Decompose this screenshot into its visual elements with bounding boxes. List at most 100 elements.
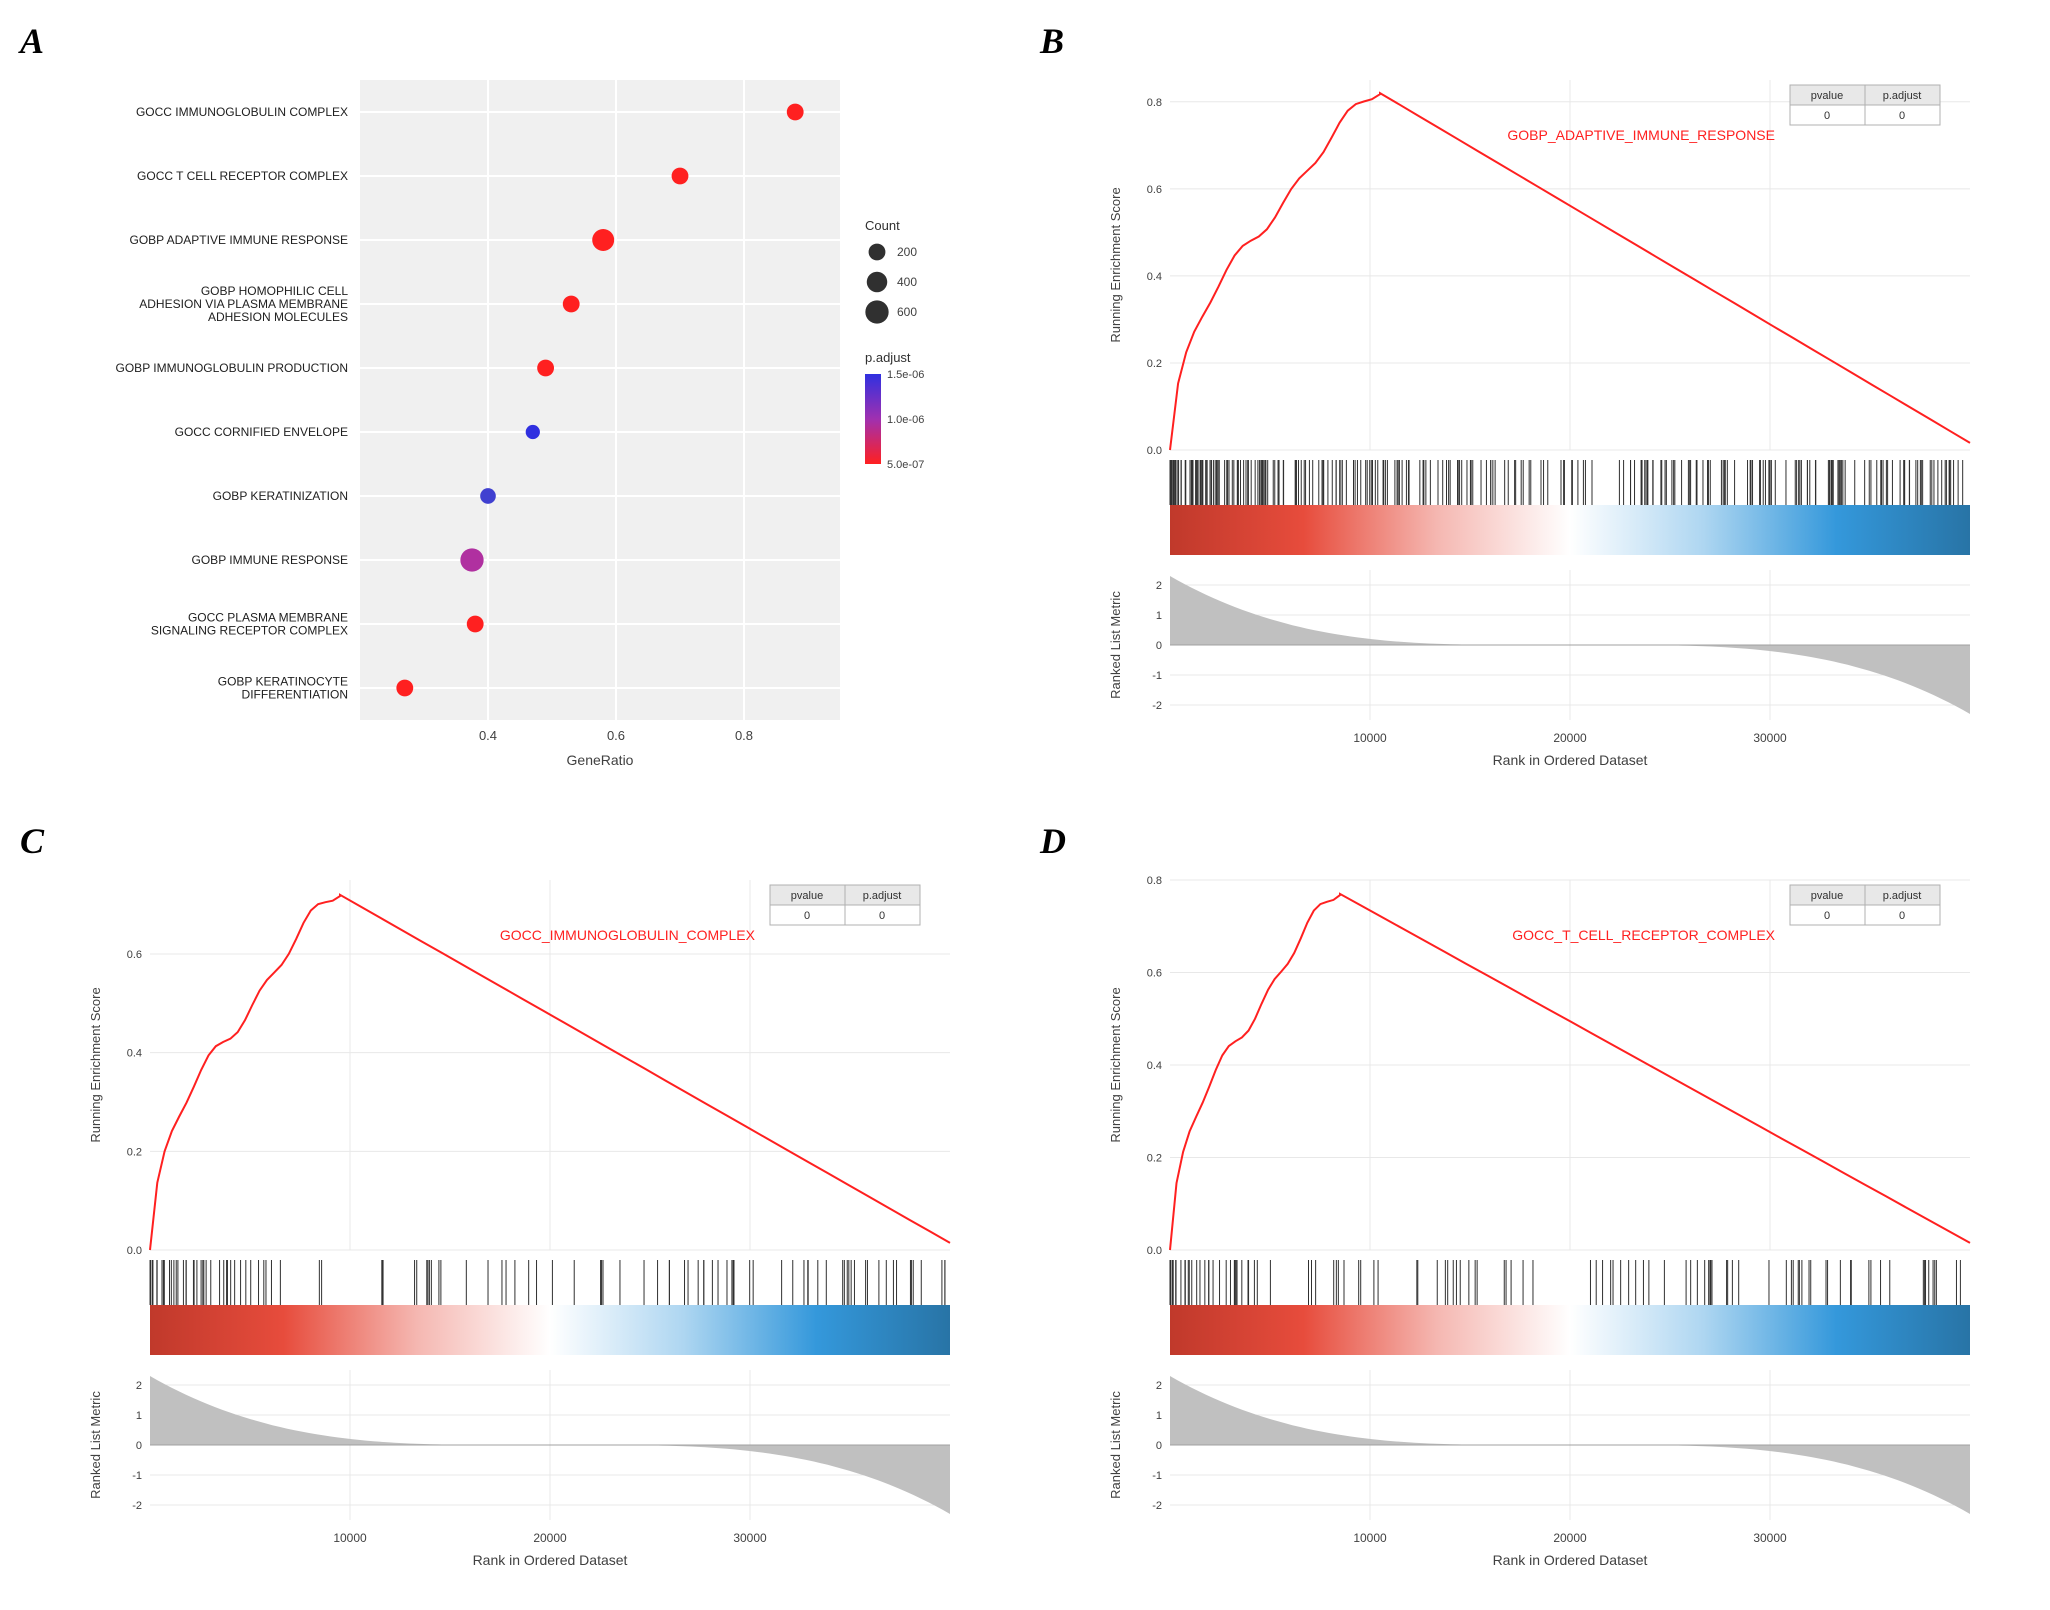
svg-text:Ranked List Metric: Ranked List Metric <box>1108 591 1123 699</box>
svg-text:1.5e-06: 1.5e-06 <box>887 369 924 381</box>
svg-text:GOCC PLASMA MEMBRANE: GOCC PLASMA MEMBRANE <box>188 611 348 625</box>
panel-b: B 0.0 0.2 0.4 0.6 0.8 Running Enrichment Scor… <box>1040 20 2030 790</box>
svg-text:p.adjust: p.adjust <box>863 890 902 902</box>
svg-text:GOBP ADAPTIVE IMMUNE RESPONSE: GOBP ADAPTIVE IMMUNE RESPONSE <box>130 233 349 247</box>
svg-text:pvalue: pvalue <box>791 890 823 902</box>
svg-text:GOCC IMMUNOGLOBULIN COMPLEX: GOCC IMMUNOGLOBULIN COMPLEX <box>136 105 348 119</box>
svg-text:pvalue: pvalue <box>1811 890 1843 902</box>
svg-text:0.4: 0.4 <box>127 1048 142 1060</box>
svg-text:GOBP KERATINIZATION: GOBP KERATINIZATION <box>213 489 348 503</box>
svg-text:0.2: 0.2 <box>1147 1153 1162 1165</box>
panel-d-chart: 0.0 0.2 0.4 0.6 0.8 Running Enrichment Score p… <box>1100 860 2020 1580</box>
svg-text:10000: 10000 <box>1353 731 1387 745</box>
svg-text:0: 0 <box>1156 640 1162 652</box>
svg-text:Ranked List Metric: Ranked List Metric <box>1108 1391 1123 1499</box>
svg-text:GOCC CORNIFIED ENVELOPE: GOCC CORNIFIED ENVELOPE <box>175 425 348 439</box>
svg-text:GOBP IMMUNOGLOBULIN PRODUCTION: GOBP IMMUNOGLOBULIN PRODUCTION <box>116 361 348 375</box>
svg-text:p.adjust: p.adjust <box>865 350 911 365</box>
svg-text:1.0e-06: 1.0e-06 <box>887 414 924 426</box>
svg-text:GOBP IMMUNE RESPONSE: GOBP IMMUNE RESPONSE <box>192 553 348 567</box>
svg-text:0: 0 <box>136 1440 142 1452</box>
svg-text:Running Enrichment Score: Running Enrichment Score <box>88 987 103 1142</box>
svg-text:0.8: 0.8 <box>1147 97 1162 109</box>
panel-b-chart: 0.0 0.2 0.4 0.6 0.8 Running Enrichment Score p… <box>1100 60 2020 780</box>
svg-text:0.6: 0.6 <box>607 728 625 743</box>
svg-text:GOCC T CELL RECEPTOR COMPLEX: GOCC T CELL RECEPTOR COMPLEX <box>137 169 348 183</box>
svg-text:GeneRatio: GeneRatio <box>567 752 634 768</box>
panel-a: A 0.4 0.6 0.8 GeneRatio GOCC IMMUNOGLOBULIN … <box>20 20 1010 790</box>
svg-text:400: 400 <box>897 275 917 289</box>
svg-text:0.2: 0.2 <box>1147 358 1162 370</box>
svg-text:GOBP HOMOPHILIC CELL: GOBP HOMOPHILIC CELL <box>201 284 348 298</box>
svg-text:-1: -1 <box>1152 1470 1162 1482</box>
svg-text:DIFFERENTIATION: DIFFERENTIATION <box>242 688 348 702</box>
svg-text:10000: 10000 <box>1353 1531 1387 1545</box>
panel-d-label: D <box>1040 820 1066 862</box>
svg-text:1: 1 <box>1156 610 1162 622</box>
svg-text:30000: 30000 <box>1753 1531 1787 1545</box>
svg-text:Running Enrichment Score: Running Enrichment Score <box>1108 987 1123 1142</box>
svg-text:SIGNALING RECEPTOR COMPLEX: SIGNALING RECEPTOR COMPLEX <box>151 624 348 638</box>
svg-text:p.adjust: p.adjust <box>1883 890 1922 902</box>
panel-a-label: A <box>20 20 44 62</box>
svg-text:-2: -2 <box>1152 700 1162 712</box>
svg-text:1: 1 <box>1156 1410 1162 1422</box>
svg-text:20000: 20000 <box>1553 1531 1587 1545</box>
svg-text:0.4: 0.4 <box>479 728 497 743</box>
svg-text:Running Enrichment Score: Running Enrichment Score <box>1108 187 1123 342</box>
svg-text:0: 0 <box>1899 110 1905 122</box>
svg-text:0.2: 0.2 <box>127 1146 142 1158</box>
svg-text:200: 200 <box>897 245 917 259</box>
panel-b-label: B <box>1040 20 1064 62</box>
svg-text:600: 600 <box>897 305 917 319</box>
svg-text:p.adjust: p.adjust <box>1883 90 1922 102</box>
svg-text:-1: -1 <box>1152 670 1162 682</box>
svg-text:30000: 30000 <box>1753 731 1787 745</box>
svg-text:2: 2 <box>136 1380 142 1392</box>
svg-text:0.0: 0.0 <box>1147 445 1162 457</box>
svg-text:0.4: 0.4 <box>1147 1060 1162 1072</box>
svg-text:-2: -2 <box>132 1500 142 1512</box>
svg-text:1: 1 <box>136 1410 142 1422</box>
svg-text:Rank in Ordered Dataset: Rank in Ordered Dataset <box>473 1552 628 1568</box>
svg-text:0.6: 0.6 <box>1147 184 1162 196</box>
panel-d: D 0.0 0.2 0.4 0.6 0.8 Running Enrichment Scor… <box>1040 820 2030 1590</box>
svg-text:0.0: 0.0 <box>127 1245 142 1257</box>
svg-text:2: 2 <box>1156 1380 1162 1392</box>
svg-text:Rank in Ordered Dataset: Rank in Ordered Dataset <box>1493 1552 1648 1568</box>
svg-text:Ranked List Metric: Ranked List Metric <box>88 1391 103 1499</box>
svg-text:0.6: 0.6 <box>127 949 142 961</box>
svg-text:0: 0 <box>879 910 885 922</box>
figure-grid: A 0.4 0.6 0.8 GeneRatio GOCC IMMUNOGLOBULIN … <box>20 20 2030 1590</box>
svg-text:0: 0 <box>1824 910 1830 922</box>
svg-text:5.0e-07: 5.0e-07 <box>887 459 924 471</box>
svg-text:2: 2 <box>1156 580 1162 592</box>
panel-c-chart: 0.0 0.2 0.4 0.6 Running Enrichment Score pval… <box>80 860 1000 1580</box>
svg-text:-2: -2 <box>1152 1500 1162 1512</box>
svg-text:0: 0 <box>1824 110 1830 122</box>
svg-text:Count: Count <box>865 218 900 233</box>
svg-text:0.8: 0.8 <box>1147 875 1162 887</box>
panel-c: C 0.0 0.2 0.4 0.6 Running Enrichment Score pv… <box>20 820 1010 1590</box>
svg-text:0: 0 <box>804 910 810 922</box>
svg-text:Rank in Ordered Dataset: Rank in Ordered Dataset <box>1493 752 1648 768</box>
svg-text:GOCC_IMMUNOGLOBULIN_COMPLEX: GOCC_IMMUNOGLOBULIN_COMPLEX <box>500 927 756 943</box>
svg-text:0.8: 0.8 <box>735 728 753 743</box>
svg-text:ADHESION VIA PLASMA MEMBRANE: ADHESION VIA PLASMA MEMBRANE <box>139 297 348 311</box>
svg-text:30000: 30000 <box>733 1531 767 1545</box>
svg-text:GOBP KERATINOCYTE: GOBP KERATINOCYTE <box>218 675 348 689</box>
svg-text:10000: 10000 <box>333 1531 367 1545</box>
panel-a-chart: 0.4 0.6 0.8 GeneRatio GOCC IMMUNOGLOBULIN CO… <box>80 60 1000 780</box>
svg-text:pvalue: pvalue <box>1811 90 1843 102</box>
svg-text:0: 0 <box>1899 910 1905 922</box>
svg-text:0.4: 0.4 <box>1147 271 1162 283</box>
svg-text:0.6: 0.6 <box>1147 968 1162 980</box>
svg-text:0: 0 <box>1156 1440 1162 1452</box>
svg-text:20000: 20000 <box>533 1531 567 1545</box>
svg-text:0.0: 0.0 <box>1147 1245 1162 1257</box>
svg-text:GOCC_T_CELL_RECEPTOR_COMPLEX: GOCC_T_CELL_RECEPTOR_COMPLEX <box>1512 927 1775 943</box>
svg-text:ADHESION MOLECULES: ADHESION MOLECULES <box>208 310 348 324</box>
svg-text:20000: 20000 <box>1553 731 1587 745</box>
panel-c-label: C <box>20 820 44 862</box>
svg-text:-1: -1 <box>132 1470 142 1482</box>
